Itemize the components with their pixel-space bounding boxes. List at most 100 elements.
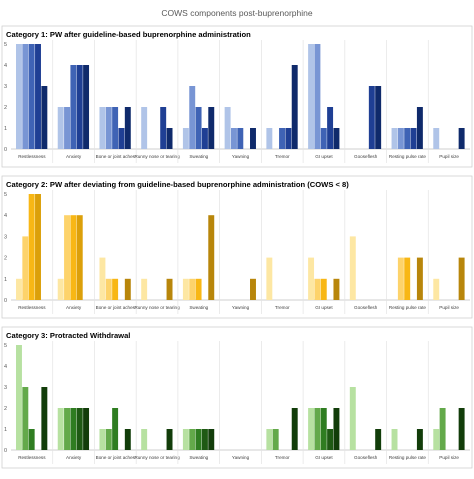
- y-tick-label: 0: [4, 147, 7, 153]
- bar: [433, 429, 440, 450]
- bar: [416, 257, 423, 300]
- panel-title: Category 1: PW after guideline-based bup…: [6, 30, 251, 39]
- x-tick-label: Tremor: [275, 455, 290, 460]
- bar: [404, 257, 411, 300]
- y-tick-label: 2: [4, 256, 7, 262]
- x-tick-label: Sweating: [189, 305, 208, 310]
- bar: [391, 429, 398, 450]
- bar: [416, 429, 423, 450]
- bar: [166, 429, 173, 450]
- bar: [35, 44, 41, 149]
- panel-title: Category 3: Protracted Withdrawal: [6, 331, 130, 340]
- y-tick-label: 5: [4, 42, 7, 48]
- bar: [70, 408, 77, 450]
- bar: [166, 128, 173, 149]
- x-tick-label: Restlessness: [18, 455, 46, 460]
- x-tick-label: Resting pulse rate: [389, 154, 426, 159]
- x-tick-label: Yawning: [232, 305, 250, 310]
- x-tick-label: Yawning: [232, 154, 250, 159]
- bar: [160, 107, 167, 149]
- bar: [41, 86, 48, 149]
- bar: [308, 44, 315, 149]
- bar: [314, 278, 321, 300]
- bar: [224, 107, 231, 149]
- bar: [327, 429, 334, 450]
- bar: [404, 128, 411, 149]
- bar: [458, 408, 465, 450]
- y-tick-label: 4: [4, 364, 7, 370]
- x-tick-label: Sweating: [189, 455, 208, 460]
- y-tick-label: 5: [4, 343, 7, 349]
- bar: [279, 128, 285, 149]
- x-tick-label: Anxiety: [66, 154, 82, 159]
- bar: [83, 408, 90, 450]
- bar: [237, 128, 244, 149]
- bar: [266, 128, 273, 149]
- bar: [16, 278, 22, 300]
- bar: [285, 128, 292, 149]
- x-tick-label: Pupil size: [439, 154, 459, 159]
- bar: [266, 429, 273, 450]
- bar: [189, 278, 196, 300]
- bar: [208, 429, 215, 450]
- bar: [28, 44, 35, 149]
- chart-panel-3: Category 3: Protracted Withdrawal 0 1 2 3 4 5 R…: [1, 326, 473, 469]
- x-tick-label: Gooseflesh: [354, 154, 378, 159]
- x-tick-label: Pupil size: [439, 305, 459, 310]
- bar: [22, 44, 29, 149]
- bar: [57, 278, 64, 300]
- bar: [124, 107, 131, 149]
- bar: [195, 278, 202, 300]
- bar: [112, 107, 119, 149]
- panel-border: [1, 326, 473, 469]
- bar: [375, 429, 382, 450]
- bar: [41, 387, 48, 450]
- bar: [76, 408, 83, 450]
- x-tick-label: Restlessness: [18, 305, 46, 310]
- y-tick-label: 0: [4, 298, 7, 304]
- y-tick-label: 4: [4, 213, 7, 219]
- bar: [320, 128, 327, 149]
- bar: [308, 257, 315, 300]
- bar: [99, 107, 106, 149]
- bar: [105, 429, 112, 450]
- bar: [250, 278, 256, 300]
- x-tick-label: Runny nose or tearing: [134, 455, 180, 460]
- x-tick-label: GI upset: [315, 305, 333, 310]
- panel-border: [1, 25, 473, 168]
- bar: [333, 278, 340, 300]
- bar: [105, 278, 112, 300]
- bar: [112, 278, 119, 300]
- x-tick-label: Bone or joint aches: [96, 154, 136, 159]
- bar: [308, 408, 315, 450]
- bar: [64, 408, 71, 450]
- bar: [64, 215, 71, 300]
- bar: [458, 257, 465, 300]
- bar: [314, 44, 321, 149]
- bar: [410, 128, 417, 149]
- x-tick-label: Anxiety: [66, 455, 82, 460]
- bar: [291, 65, 298, 149]
- bar: [57, 408, 64, 450]
- bar: [375, 86, 382, 149]
- bar: [70, 215, 77, 300]
- y-tick-label: 3: [4, 234, 7, 240]
- bar: [314, 408, 321, 450]
- bar: [64, 107, 71, 149]
- bar: [16, 44, 22, 149]
- bar: [141, 107, 148, 149]
- x-tick-label: Bone or joint aches: [96, 305, 136, 310]
- bar: [99, 429, 106, 450]
- bar: [195, 429, 202, 450]
- bar: [320, 408, 327, 450]
- bar: [458, 128, 465, 149]
- bar: [76, 215, 83, 300]
- bar: [189, 429, 196, 450]
- figure-title: COWS components post-buprenorphine: [161, 8, 312, 18]
- bar: [28, 194, 35, 300]
- bar: [195, 107, 202, 149]
- x-tick-label: Tremor: [275, 305, 290, 310]
- bar: [397, 128, 404, 149]
- bar: [230, 128, 237, 149]
- chart-panel-2: Category 2: PW after deviating from guid…: [1, 175, 473, 319]
